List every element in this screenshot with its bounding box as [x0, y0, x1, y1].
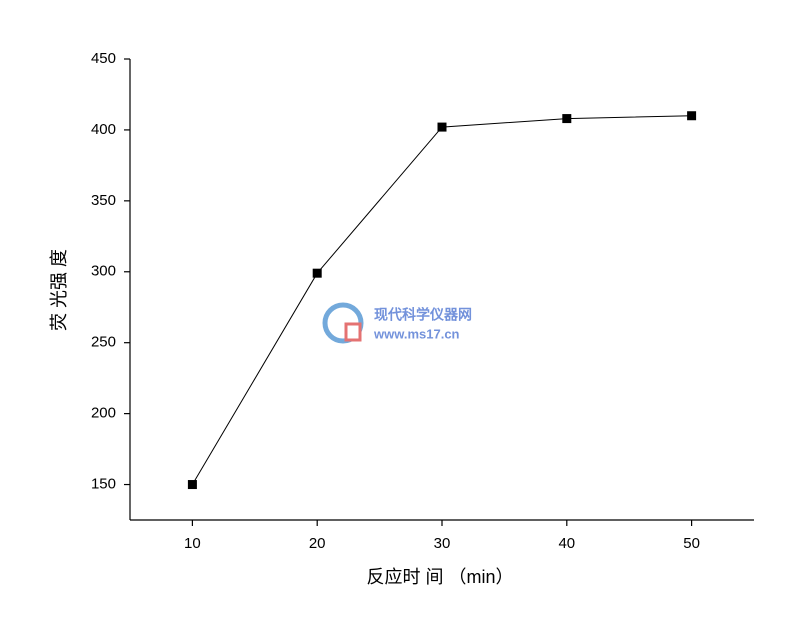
y-tick-label: 200 [91, 405, 116, 422]
x-tick-label: 30 [434, 535, 451, 552]
x-tick-label: 50 [683, 535, 700, 552]
x-axis-label: 反应时 间 （min） [366, 567, 513, 587]
watermark: 现代科学仪器网 www.ms17.cn [322, 302, 472, 344]
y-tick-label: 400 [91, 121, 116, 138]
marker [562, 114, 572, 124]
watermark-logo [344, 322, 362, 342]
y-axis-label: 荧 光强 度 [49, 249, 69, 331]
x-tick-label: 40 [558, 535, 575, 552]
marker [437, 122, 447, 132]
watermark-url: www.ms17.cn [373, 326, 460, 341]
marker [687, 111, 697, 121]
marker [312, 268, 322, 278]
y-tick-label: 150 [91, 476, 116, 493]
watermark-text: 现代科学仪器网 [374, 307, 472, 323]
y-tick-label: 350 [91, 192, 116, 209]
y-tick-label: 250 [91, 334, 116, 351]
x-tick-label: 20 [309, 535, 326, 552]
marker [187, 480, 197, 490]
y-tick-label: 450 [91, 50, 116, 67]
x-tick-label: 10 [184, 535, 201, 552]
y-tick-label: 300 [91, 263, 116, 280]
